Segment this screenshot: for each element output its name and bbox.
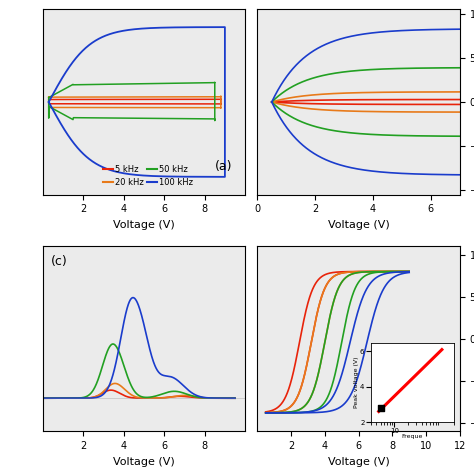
X-axis label: Voltage (V): Voltage (V) <box>328 456 390 466</box>
X-axis label: Voltage (V): Voltage (V) <box>113 220 175 230</box>
Legend: 5 kHz, 20 kHz, 50 kHz, 100 kHz: 5 kHz, 20 kHz, 50 kHz, 100 kHz <box>100 162 196 191</box>
X-axis label: Voltage (V): Voltage (V) <box>113 456 175 466</box>
Text: (c): (c) <box>51 255 67 268</box>
Text: (a): (a) <box>215 161 232 173</box>
X-axis label: Voltage (V): Voltage (V) <box>328 220 390 230</box>
